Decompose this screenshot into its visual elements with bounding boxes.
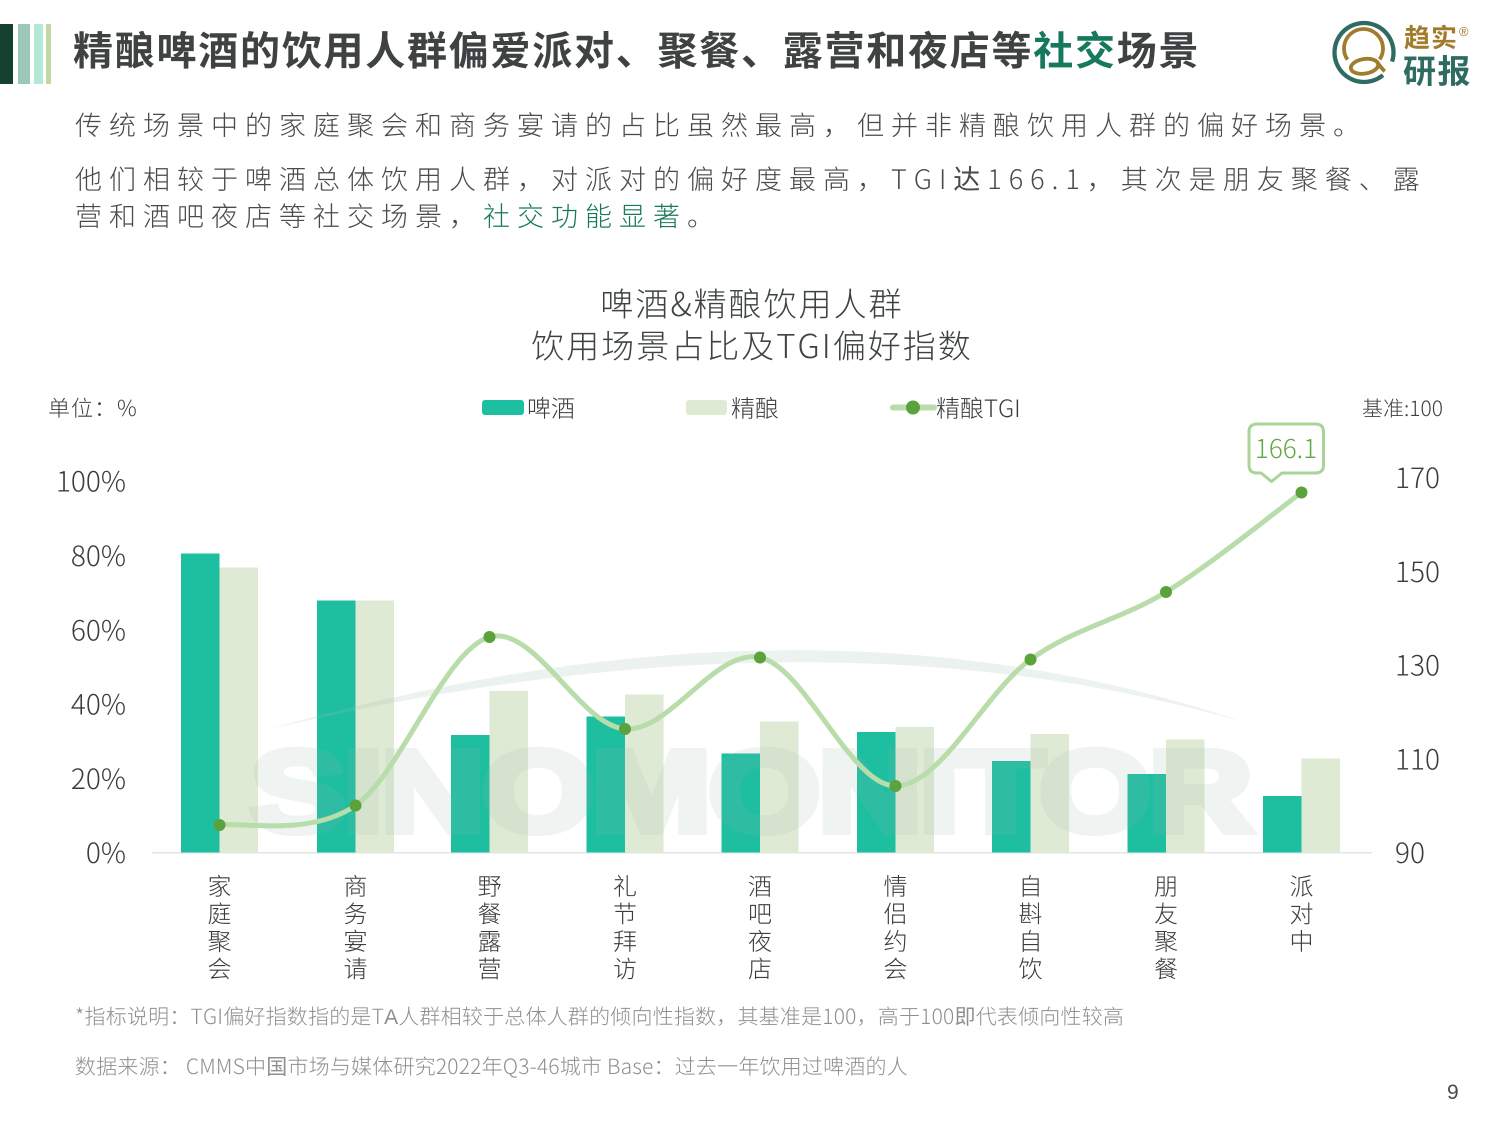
svg-text:会: 会 (208, 950, 232, 985)
svg-text:情: 情 (884, 867, 908, 902)
svg-text:170: 170 (1395, 457, 1440, 497)
svg-text:20%: 20% (71, 758, 126, 798)
svg-text:60%: 60% (71, 609, 126, 649)
svg-text:自: 自 (1019, 922, 1043, 957)
svg-text:餐: 餐 (1154, 950, 1178, 985)
svg-text:110: 110 (1395, 739, 1440, 779)
svg-text:派: 派 (1290, 867, 1314, 902)
svg-text:单位：%: 单位：% (48, 391, 138, 423)
svg-text:166.1: 166.1 (1255, 429, 1317, 466)
svg-text:节: 节 (613, 895, 637, 930)
svg-text:庭: 庭 (208, 895, 232, 930)
svg-text:家: 家 (208, 867, 232, 902)
svg-text:40%: 40% (71, 684, 126, 724)
svg-text:自: 自 (1019, 867, 1043, 902)
svg-text:基准:100: 基准:100 (1362, 393, 1443, 423)
svg-text:对: 对 (1290, 895, 1314, 930)
svg-text:150: 150 (1395, 551, 1440, 591)
svg-text:聚: 聚 (208, 922, 232, 957)
svg-text:聚: 聚 (1154, 922, 1178, 957)
svg-text:礼: 礼 (613, 867, 637, 902)
svg-text:请: 请 (344, 950, 368, 985)
svg-text:野: 野 (478, 867, 502, 902)
svg-text:饮用场景占比及TGI偏好指数: 饮用场景占比及TGI偏好指数 (531, 320, 972, 368)
svg-text:约: 约 (884, 922, 908, 957)
svg-text:80%: 80% (71, 535, 126, 575)
svg-text:趋实: 趋实 (1404, 18, 1458, 55)
svg-text:中: 中 (1290, 922, 1314, 957)
svg-text:店: 店 (748, 950, 772, 985)
svg-text:130: 130 (1395, 645, 1440, 685)
svg-text:夜: 夜 (748, 922, 772, 957)
svg-text:会: 会 (884, 950, 908, 985)
svg-text:宴: 宴 (344, 922, 368, 957)
svg-text:精酿: 精酿 (731, 389, 779, 424)
svg-text:精酿TGI: 精酿TGI (936, 389, 1021, 424)
svg-text:侣: 侣 (884, 895, 908, 930)
svg-text:啤酒&精酿饮用人群: 啤酒&精酿饮用人群 (600, 278, 903, 326)
svg-text:®: ® (1459, 24, 1469, 39)
svg-text:餐: 餐 (478, 895, 502, 930)
svg-text:务: 务 (344, 895, 368, 930)
svg-text:拜: 拜 (613, 922, 637, 957)
svg-text:100%: 100% (56, 461, 126, 501)
svg-text:饮: 饮 (1019, 950, 1043, 985)
svg-text:吧: 吧 (748, 895, 772, 930)
svg-text:商: 商 (344, 867, 368, 902)
svg-text:访: 访 (613, 950, 637, 985)
svg-text:营: 营 (478, 950, 502, 985)
svg-text:0%: 0% (86, 832, 126, 872)
svg-text:友: 友 (1154, 895, 1178, 930)
svg-text:露: 露 (478, 922, 502, 957)
svg-text:啤酒: 啤酒 (527, 389, 575, 424)
svg-text:研报: 研报 (1403, 45, 1472, 93)
svg-text:斟: 斟 (1019, 895, 1043, 930)
svg-text:酒: 酒 (748, 867, 772, 902)
svg-text:90: 90 (1395, 832, 1425, 872)
svg-text:SINOMONITOR: SINOMONITOR (250, 727, 1250, 856)
svg-text:朋: 朋 (1154, 867, 1178, 902)
